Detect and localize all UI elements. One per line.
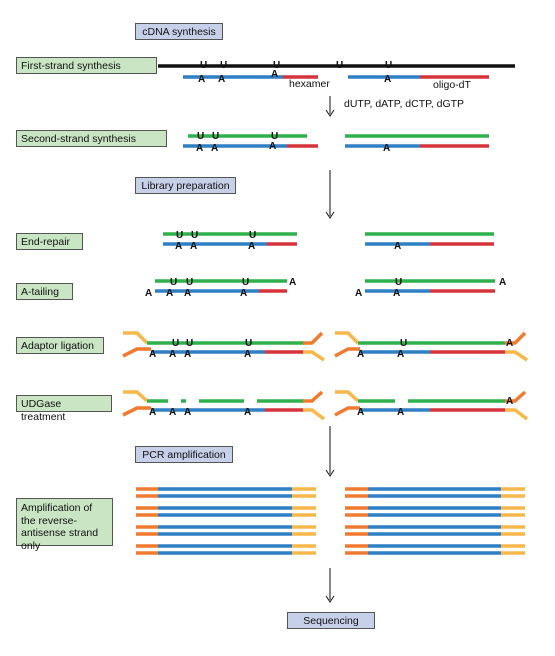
end-repair-group: U U U A A A A (163, 230, 494, 252)
u-label: U (212, 131, 219, 142)
u-label: U (249, 230, 256, 241)
second-strand-group: U U U A A A A (183, 131, 489, 154)
u-label: U (172, 338, 179, 349)
a-label: A (384, 74, 391, 85)
u-label: U (176, 230, 183, 241)
a-label: A (397, 407, 404, 418)
a-tailing-group: U U U U A A A A A A A A (145, 277, 506, 299)
udgase-group: A A A A A A A (122, 390, 529, 421)
a-label: A (397, 349, 404, 360)
a-label: A (184, 349, 191, 360)
a-label: A (499, 277, 506, 288)
u-label: U (200, 60, 207, 71)
u-label: U (395, 277, 402, 288)
u-label: U (186, 338, 193, 349)
phase-library-preparation: Library preparation (135, 177, 236, 194)
a-label: A (355, 288, 362, 299)
phase-cdna-synthesis: cDNA synthesis (135, 23, 223, 40)
step-adaptor-ligation: Adaptor ligation (16, 337, 104, 354)
u-label: U (220, 60, 227, 71)
a-label: A (244, 349, 251, 360)
a-label: A (383, 143, 390, 154)
u-label: U (191, 230, 198, 241)
a-label: A (240, 288, 247, 299)
a-label: A (169, 407, 176, 418)
a-label: A (184, 407, 191, 418)
a-label: A (506, 396, 513, 407)
a-label: A (248, 241, 255, 252)
u-label: U (385, 60, 392, 71)
dntps-label: dUTP, dATP, dCTP, dGTP (344, 98, 465, 110)
u-label: U (197, 131, 204, 142)
a-label: A (271, 69, 278, 80)
phase-pcr-amplification: PCR amplification (135, 446, 233, 463)
a-label: A (169, 349, 176, 360)
u-label: U (400, 338, 407, 349)
adaptor-ligation-group: U U U A A A A U A A A (122, 331, 528, 362)
first-strand-group: U U U U U A A A A (158, 60, 515, 85)
arrow (325, 170, 335, 219)
u-label: U (336, 60, 343, 71)
a-label: A (175, 241, 182, 252)
a-label: A (289, 277, 296, 288)
a-label: A (269, 141, 276, 152)
a-label: A (506, 338, 513, 349)
step-second-strand: Second-strand synthesis (16, 130, 167, 147)
u-label: U (242, 277, 249, 288)
u-label: U (245, 338, 252, 349)
phase-sequencing: Sequencing (287, 612, 375, 629)
step-first-strand: First-strand synthesis (16, 57, 157, 74)
u-label: U (170, 277, 177, 288)
u-label: U (273, 60, 280, 71)
step-amplification: Amplification of the reverse-antisense s… (16, 498, 113, 552)
step-end-repair: End-repair (16, 233, 83, 250)
a-label: A (190, 241, 197, 252)
arrow (325, 426, 335, 477)
pcr-products (136, 487, 525, 555)
a-label: A (145, 288, 152, 299)
step-a-tailing: A-tailing (16, 283, 73, 300)
a-label: A (166, 288, 173, 299)
a-label: A (184, 288, 191, 299)
a-label: A (198, 74, 205, 85)
a-label: A (244, 407, 251, 418)
u-label: U (271, 131, 278, 142)
a-label: A (149, 407, 156, 418)
a-label: A (357, 349, 364, 360)
a-label: A (393, 288, 400, 299)
a-label: A (149, 349, 156, 360)
hexamer-label: hexamer (289, 78, 330, 90)
arrow (325, 568, 335, 603)
u-label: U (186, 277, 193, 288)
arrow (325, 96, 335, 117)
oligo-dt-label: oligo-dT (433, 79, 471, 91)
a-label: A (211, 143, 218, 154)
a-label: A (196, 143, 203, 154)
step-udgase-treatment: UDGase treatment (16, 395, 112, 423)
a-label: A (357, 407, 364, 418)
a-label: A (218, 74, 225, 85)
a-label: A (394, 241, 401, 252)
